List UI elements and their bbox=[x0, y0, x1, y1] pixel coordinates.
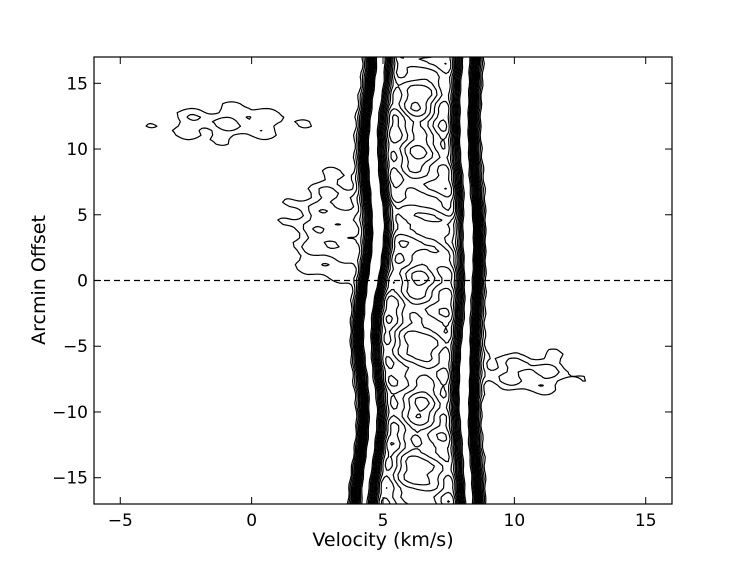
contour-level-2 bbox=[312, 57, 484, 504]
contour-level-13 bbox=[360, 57, 475, 504]
y-tick-label: −5 bbox=[63, 337, 88, 357]
contour-level-12 bbox=[359, 57, 476, 504]
contour-level-7 bbox=[354, 57, 480, 504]
y-tick-label: 0 bbox=[77, 272, 88, 292]
y-tick-label: 5 bbox=[77, 206, 88, 226]
contour-level-1 bbox=[186, 57, 560, 504]
x-axis: −5 0 5 10 15 bbox=[108, 57, 657, 531]
x-tick-label: −5 bbox=[108, 511, 133, 531]
contour-level-3 bbox=[350, 57, 483, 504]
contour-level-0 bbox=[145, 57, 586, 504]
x-tick-label: 5 bbox=[378, 511, 389, 531]
contour-level-8 bbox=[355, 57, 479, 504]
y-tick-label: 10 bbox=[66, 140, 88, 160]
x-tick-label: 0 bbox=[246, 511, 257, 531]
x-axis-label: Velocity (km/s) bbox=[312, 529, 453, 551]
x-tick-label: 15 bbox=[635, 511, 657, 531]
contour-level-11 bbox=[358, 57, 477, 504]
contour-level-5 bbox=[352, 57, 482, 504]
x-tick-label: 10 bbox=[504, 511, 526, 531]
y-tick-label: −10 bbox=[52, 403, 88, 423]
contour-lines bbox=[145, 57, 586, 504]
y-tick-label: 15 bbox=[66, 74, 88, 94]
y-tick-label: −15 bbox=[52, 469, 88, 489]
y-axis: −15 −10 −5 0 5 10 15 bbox=[52, 74, 672, 489]
contour-level-4 bbox=[351, 57, 482, 504]
contour-level-9 bbox=[356, 57, 478, 504]
contour-level-10 bbox=[357, 57, 477, 504]
y-axis-label: Arcmin Offset bbox=[28, 215, 50, 345]
